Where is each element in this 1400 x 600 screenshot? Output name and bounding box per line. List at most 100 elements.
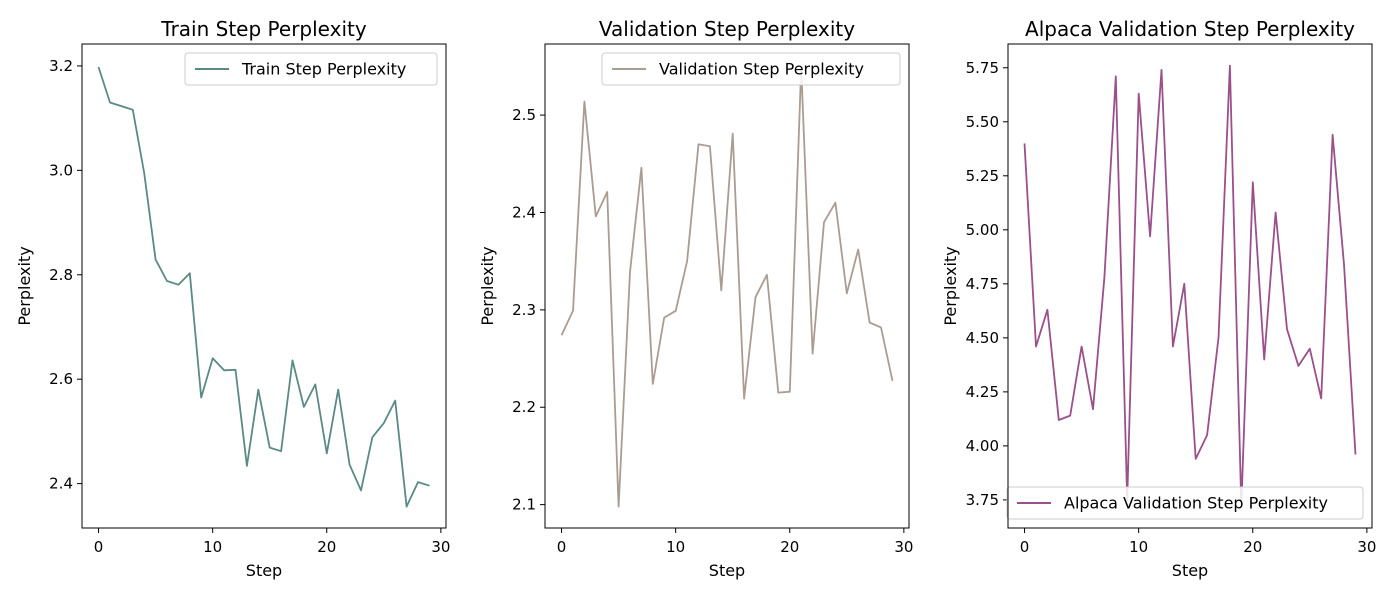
data-point: [1353, 452, 1358, 457]
data-point: [142, 170, 147, 175]
data-point: [1170, 344, 1175, 349]
x-tick-label: 0: [94, 538, 104, 556]
data-point: [1284, 327, 1289, 332]
y-tick-label: 4.50: [966, 329, 999, 347]
data-point: [844, 291, 849, 296]
y-tick-label: 5.75: [966, 59, 999, 77]
y-tick-label: 5.50: [966, 113, 999, 131]
data-point: [279, 449, 284, 454]
y-tick-label: 4.25: [966, 383, 999, 401]
data-point: [256, 387, 261, 392]
y-axis-label: Perplexity: [941, 246, 960, 325]
data-point: [267, 445, 272, 450]
series-points: [96, 64, 432, 509]
data-point: [107, 100, 112, 105]
x-tick-label: 20: [317, 538, 336, 556]
y-tick-label: 5.00: [966, 221, 999, 239]
legend: Alpaca Validation Step Perplexity: [1006, 486, 1364, 520]
data-point: [1342, 262, 1347, 267]
data-point: [1056, 417, 1061, 422]
y-tick-label: 3.75: [966, 491, 999, 509]
data-point: [1216, 335, 1221, 340]
data-point: [301, 404, 306, 409]
axes-frame: [544, 43, 910, 529]
chart-title: Validation Step Perplexity: [599, 17, 855, 41]
data-point: [1273, 210, 1278, 215]
data-point: [1262, 357, 1267, 362]
data-point: [730, 131, 735, 136]
data-point: [153, 257, 158, 262]
x-tick-label: 30: [431, 538, 450, 556]
data-point: [1022, 141, 1027, 146]
y-tick-label: 2.3: [512, 301, 536, 319]
data-point: [696, 142, 701, 147]
y-tick-label: 2.2: [512, 398, 536, 416]
data-point: [1319, 396, 1324, 401]
x-tick-label: 30: [1357, 538, 1376, 556]
data-point: [1182, 281, 1187, 286]
chart-title: Train Step Perplexity: [160, 17, 367, 41]
y-tick-label: 3.2: [49, 57, 73, 75]
data-point: [879, 325, 884, 330]
data-point: [856, 247, 861, 252]
data-point: [370, 435, 375, 440]
data-point: [559, 333, 564, 338]
data-point: [890, 378, 895, 383]
data-point: [685, 259, 690, 264]
chart-1: Train Step Perplexity 0 10 20 30 2.4 2.6 2.8 3.0…: [15, 17, 450, 580]
y-tick-label: 4.00: [966, 437, 999, 455]
x-tick-label: 10: [666, 538, 685, 556]
data-point: [1307, 346, 1312, 351]
data-point: [1033, 344, 1038, 349]
y-tick-label: 2.1: [512, 496, 536, 514]
data-point: [1045, 307, 1050, 312]
data-point: [821, 220, 826, 225]
data-point: [787, 389, 792, 394]
data-point: [1136, 91, 1141, 96]
data-point: [244, 463, 249, 468]
data-point: [290, 358, 295, 363]
y-axis-label: Perplexity: [15, 246, 34, 325]
data-point: [639, 165, 644, 170]
data-point: [1091, 407, 1096, 412]
x-axis-label: Step: [709, 561, 745, 580]
data-point: [582, 99, 587, 104]
y-tick-label: 2.4: [512, 203, 536, 221]
data-point: [130, 107, 135, 112]
data-point: [199, 395, 204, 400]
data-point: [650, 381, 655, 386]
data-point: [753, 295, 758, 300]
data-point: [673, 308, 678, 313]
x-tick-label: 10: [1129, 538, 1148, 556]
data-point: [1227, 63, 1232, 68]
series-line: [97, 66, 430, 508]
y-tick-label: 5.25: [966, 167, 999, 185]
x-tick-label: 30: [894, 538, 913, 556]
data-point: [416, 480, 421, 485]
data-point: [707, 144, 712, 149]
data-point: [336, 387, 341, 392]
data-point: [776, 390, 781, 395]
data-point: [187, 271, 192, 276]
x-tick-label: 20: [780, 538, 799, 556]
data-point: [119, 104, 124, 109]
data-point: [1113, 74, 1118, 79]
legend-frame: [601, 52, 901, 86]
legend-frame: [1006, 486, 1364, 520]
legend: Validation Step Perplexity: [601, 52, 901, 86]
data-point: [1068, 413, 1073, 418]
legend-label: Alpaca Validation Step Perplexity: [1064, 494, 1328, 513]
legend-label: Train Step Perplexity: [241, 60, 406, 79]
data-point: [347, 462, 352, 467]
y-tick-label: 2.4: [49, 475, 73, 493]
data-point: [628, 269, 633, 274]
data-point: [404, 504, 409, 509]
chart-title: Alpaca Validation Step Perplexity: [1025, 17, 1355, 41]
data-point: [662, 315, 667, 320]
axes-frame: [1007, 43, 1373, 529]
data-point: [313, 382, 318, 387]
y-axis-label: Perplexity: [478, 246, 497, 325]
y-tick-label: 2.8: [49, 266, 73, 284]
data-point: [833, 200, 838, 205]
